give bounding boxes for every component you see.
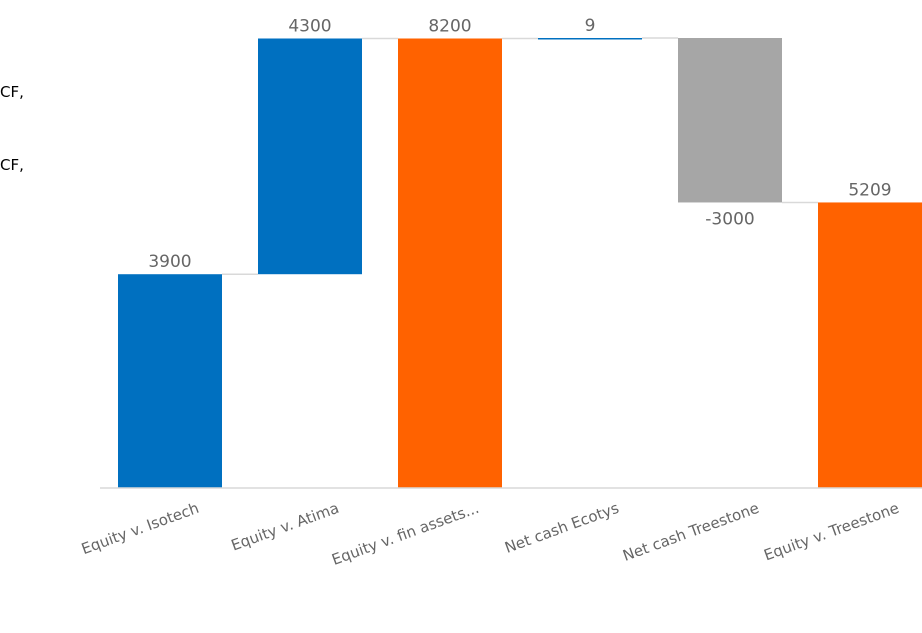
bar-6 (818, 202, 922, 488)
value-label-5: -3000 (705, 209, 754, 229)
value-labels: 3900 4300 8200 9 -3000 5209 (148, 16, 891, 272)
category-label-5: Net cash Treestone (620, 499, 761, 565)
bar-5 (678, 38, 782, 203)
category-label-1: Equity v. Isotech (79, 499, 201, 558)
bar-1 (118, 274, 222, 488)
value-label-2: 4300 (288, 16, 331, 36)
truncated-side-text-1: CF, (0, 83, 24, 101)
bars (118, 38, 922, 489)
connector-lines (222, 37, 818, 275)
category-label-4: Net cash Ecotys (502, 499, 621, 557)
value-label-4: 9 (585, 16, 596, 36)
value-label-6: 5209 (848, 180, 891, 200)
bar-2 (258, 38, 362, 275)
bar-3 (398, 38, 502, 489)
value-label-3: 8200 (428, 16, 471, 36)
bar-4 (538, 38, 642, 40)
value-label-1: 3900 (148, 252, 191, 272)
category-label-6: Equity v. Treestone (761, 499, 901, 565)
category-label-3: Equity v. fin assets... (329, 499, 481, 569)
truncated-side-text-2: CF, (0, 156, 24, 174)
category-label-2: Equity v. Atima (229, 499, 342, 555)
